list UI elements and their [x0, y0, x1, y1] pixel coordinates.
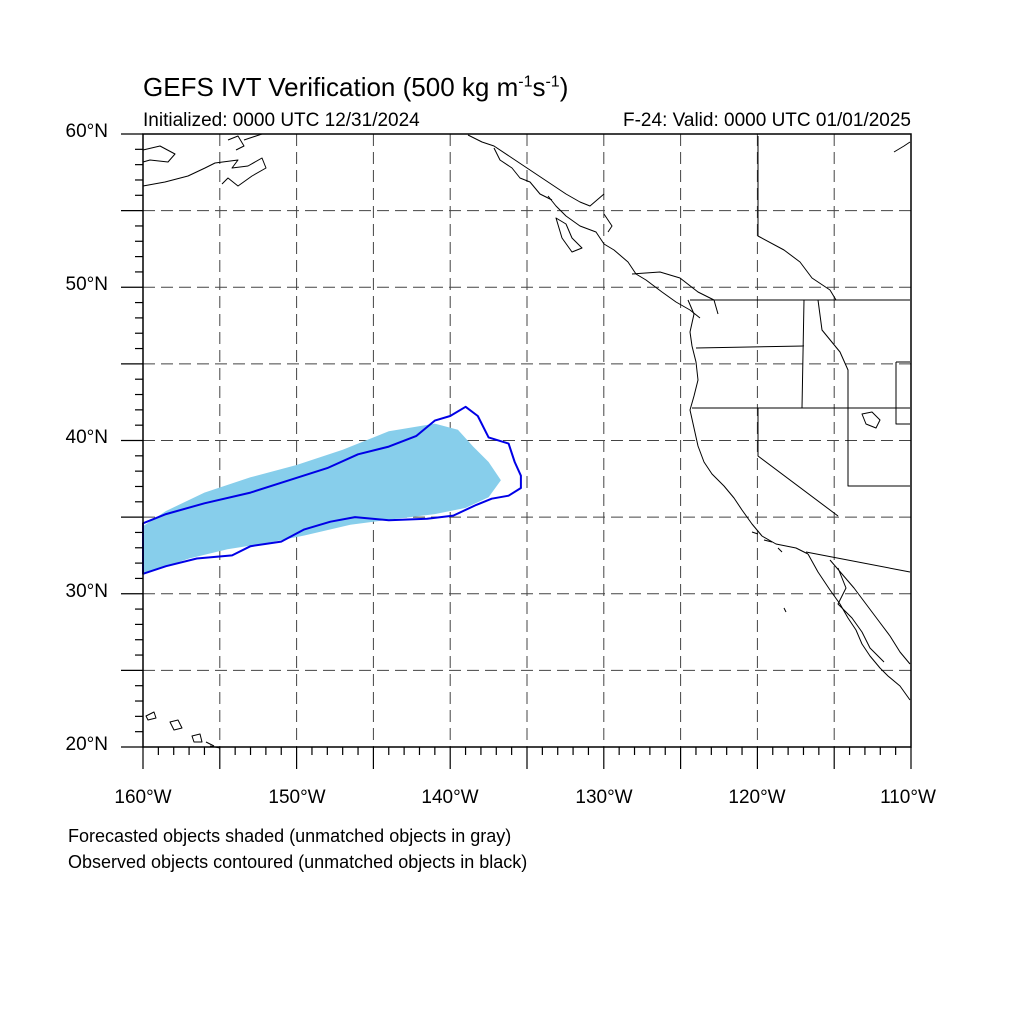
lat-label-40n: 40°N [65, 427, 108, 448]
coastlines-and-borders [142, 133, 911, 749]
valid-time-label: F-24: Valid: 0000 UTC 01/01/2025 [623, 110, 911, 131]
gulf-of-california [829, 559, 911, 665]
lat-label-50n: 50°N [65, 274, 108, 295]
init-time-label: Initialized: 0000 UTC 12/31/2024 [143, 110, 420, 131]
axis-ticks [121, 133, 912, 769]
alaska-coast [142, 133, 605, 207]
bc-coast [547, 195, 719, 319]
lat-label-30n: 30°N [65, 581, 108, 602]
forecast-object-shading [143, 423, 501, 574]
lon-label-160w: 160°W [114, 787, 172, 808]
hawaii [145, 711, 221, 749]
lon-label-120w: 120°W [728, 787, 786, 808]
lon-label-130w: 130°W [575, 787, 633, 808]
lat-label-60n: 60°N [65, 121, 108, 142]
baja-coast [807, 553, 911, 701]
lon-label-150w: 150°W [268, 787, 326, 808]
observed-footnote: Observed objects contoured (unmatched ob… [68, 852, 528, 872]
chart-title: GEFS IVT Verification (500 kg m-1s-1) [143, 72, 569, 102]
lon-label-140w: 140°W [421, 787, 479, 808]
state-borders [692, 136, 910, 517]
forecast-object [143, 423, 501, 574]
us-west-coast [687, 299, 809, 555]
lon-label-110w: 110°W [880, 787, 936, 808]
observed-object [142, 405, 522, 575]
lat-lon-grid [143, 134, 911, 747]
channel-islands [751, 531, 787, 613]
forecast-footnote: Forecasted objects shaded (unmatched obj… [68, 826, 512, 846]
intl-border [690, 299, 911, 573]
ne-corner-coast [893, 141, 911, 153]
observed-object-contour [142, 405, 522, 575]
lat-label-20n: 20°N [65, 734, 108, 755]
great-salt-lake [861, 411, 881, 429]
